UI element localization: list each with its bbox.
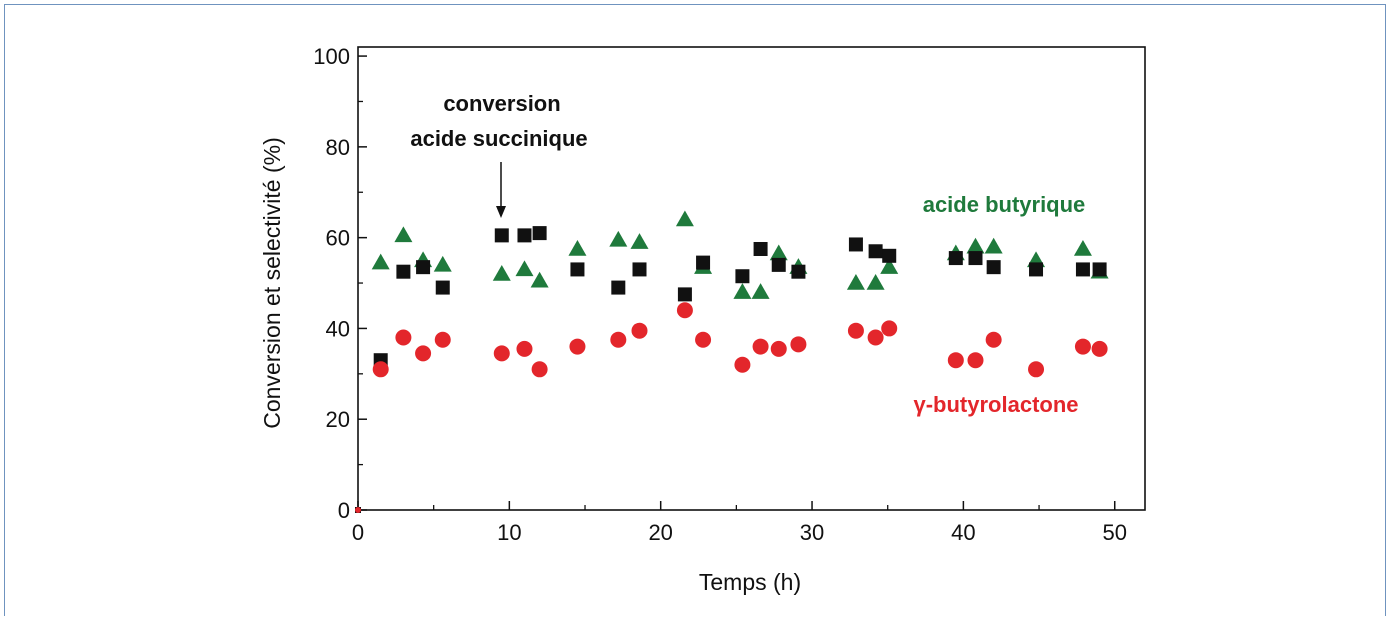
gbl-point	[415, 345, 432, 362]
conversion-point	[791, 264, 806, 279]
plot-axes: 0 10 20 30 40 50 0 20 40 60 80 100	[313, 44, 1146, 545]
figure-frame	[4, 4, 1386, 616]
conversion-point	[882, 248, 897, 263]
conversion-point	[435, 280, 450, 295]
conversion-annotation-line1: conversion	[443, 91, 560, 116]
conversion-point	[868, 244, 883, 259]
butyric-point	[1073, 239, 1092, 256]
gbl-point	[881, 320, 898, 337]
conversion-point	[570, 262, 585, 277]
x-tick-label: 0	[352, 520, 364, 545]
butyric-point	[371, 253, 390, 270]
butyric-point	[530, 271, 549, 288]
gbl-point	[967, 352, 984, 369]
y-axis-label: Conversion et selectivité (%)	[259, 137, 285, 428]
gbl-point	[1091, 340, 1108, 357]
conversion-point	[986, 260, 1001, 275]
gbl-point	[734, 356, 751, 373]
conversion-point	[771, 257, 786, 272]
conversion-annotation-line2: acide succinique	[410, 126, 587, 151]
x-tick-label: 30	[800, 520, 824, 545]
x-tick-label: 40	[951, 520, 975, 545]
butyric-point	[492, 264, 511, 281]
gbl-point	[372, 361, 389, 378]
gbl-point	[752, 338, 769, 355]
gbl-point	[1028, 361, 1045, 378]
y-tick-label: 20	[326, 407, 350, 432]
x-axis-label: Temps (h)	[699, 569, 801, 595]
butyric-point	[675, 210, 694, 227]
conversion-point	[1092, 262, 1107, 277]
gbl-point	[695, 331, 712, 348]
conversion-point	[517, 228, 532, 243]
butyric-annotation: acide butyrique	[923, 192, 1086, 217]
butyric-point	[880, 258, 899, 274]
conversion-point	[677, 287, 692, 302]
gbl-point	[610, 331, 627, 348]
conversion-point	[848, 237, 863, 252]
butyric-point	[984, 237, 1003, 254]
gbl-point	[676, 302, 693, 319]
conversion-point	[696, 255, 711, 270]
butyric-point	[609, 230, 628, 247]
y-tick-label: 60	[326, 226, 350, 251]
y-tick-label: 100	[313, 44, 350, 69]
y-tick-label: 0	[338, 498, 350, 523]
conversion-point	[948, 251, 963, 266]
butyric-point	[733, 283, 752, 299]
conversion-point	[1075, 262, 1090, 277]
conversion-point	[532, 226, 547, 241]
gbl-point	[395, 329, 412, 346]
annotation-arrowhead	[496, 206, 506, 218]
gbl-point	[985, 331, 1002, 348]
chart-labels: Temps (h) Conversion et selectivité (%) …	[259, 91, 1085, 595]
butyric-point	[846, 274, 865, 290]
butyric-point	[433, 255, 452, 272]
butyric-point	[394, 226, 413, 243]
plot-border	[357, 46, 1146, 511]
gbl-point	[516, 340, 533, 357]
conversion-point	[1029, 262, 1044, 277]
gbl-annotation: γ-butyrolactone	[913, 392, 1078, 417]
y-tick-label: 40	[326, 316, 350, 341]
gbl-point	[434, 331, 451, 348]
butyric-point	[515, 260, 534, 277]
butyric-point	[630, 233, 649, 249]
gbl-point	[1074, 338, 1091, 355]
conversion-point	[968, 251, 983, 266]
gbl-point	[790, 336, 807, 353]
conversion-point	[494, 228, 509, 243]
gbl-point	[847, 322, 864, 339]
butyric-point	[568, 239, 587, 256]
y-tick-label: 80	[326, 135, 350, 160]
x-tick-label: 10	[497, 520, 521, 545]
butyric-point	[769, 244, 788, 261]
data-points	[355, 210, 1109, 513]
conversion-point	[753, 241, 768, 256]
x-tick-label: 50	[1102, 520, 1126, 545]
butyric-point	[966, 237, 985, 254]
conversion-point	[611, 280, 626, 295]
gbl-point	[867, 329, 884, 346]
gbl-point	[355, 507, 361, 513]
gbl-point	[493, 345, 510, 362]
conversion-point	[632, 262, 647, 277]
gbl-point	[531, 361, 548, 378]
butyric-point	[866, 274, 885, 290]
gbl-point	[569, 338, 586, 355]
butyric-point	[751, 283, 770, 299]
gbl-point	[947, 352, 964, 369]
x-tick-label: 20	[648, 520, 672, 545]
gbl-point	[770, 340, 787, 357]
conversion-point	[735, 269, 750, 284]
conversion-point	[396, 264, 411, 279]
conversion-point	[416, 260, 431, 275]
gbl-point	[631, 322, 648, 339]
